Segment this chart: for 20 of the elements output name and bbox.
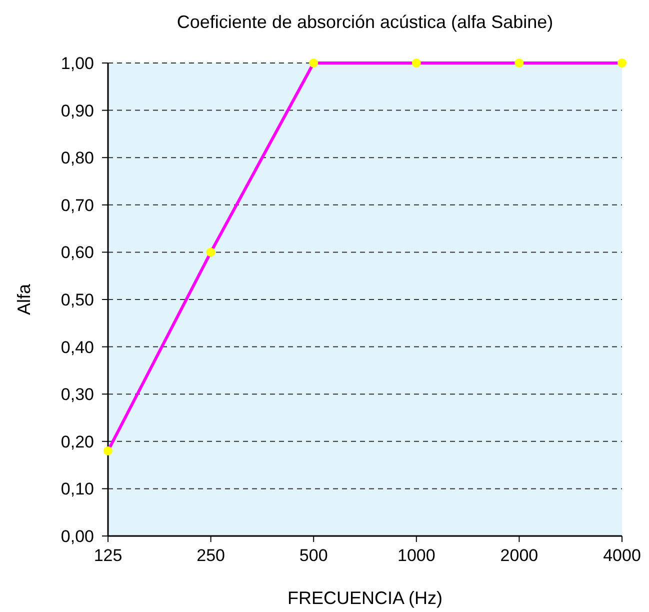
chart-title: Coeficiente de absorción acústica (alfa Sabine) — [176, 12, 554, 32]
y-tick-label: 1,00 — [60, 54, 94, 73]
x-tick-label: 500 — [299, 546, 328, 565]
x-axis-title: FRECUENCIA (Hz) — [287, 588, 443, 608]
y-tick-label: 0,60 — [60, 243, 94, 262]
y-axis-title: Alfa — [14, 283, 34, 316]
y-tick-label: 0,80 — [60, 148, 94, 168]
y-tick-label: 0,20 — [60, 432, 94, 452]
y-tick-label: 0,30 — [60, 385, 94, 404]
x-tick-label: 250 — [196, 546, 225, 565]
y-tick-label: 0,50 — [60, 290, 94, 310]
y-tick-label: 0,00 — [60, 526, 94, 546]
x-tick-label: 1000 — [397, 546, 436, 565]
x-tick-label: 2000 — [500, 546, 538, 565]
y-tick-label: 0,10 — [60, 480, 94, 499]
y-tick-label: 0,90 — [60, 101, 94, 120]
y-tick-label: 0,70 — [60, 196, 94, 215]
x-tick-label: 4000 — [603, 546, 641, 565]
y-tick-label: 0,40 — [60, 338, 94, 357]
x-tick-label: 125 — [94, 546, 122, 565]
